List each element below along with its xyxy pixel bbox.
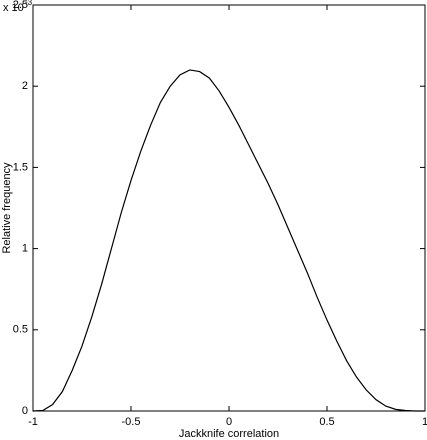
x-tick-label: 0.5: [319, 416, 334, 428]
y-multiplier: x 10: [3, 2, 24, 14]
y-tick-label: 1: [22, 243, 28, 255]
y-tick-label: 1.5: [13, 161, 28, 173]
y-tick-label: 0.5: [13, 324, 28, 336]
plot-frame: [32, 4, 426, 412]
x-tick-label: 0: [226, 416, 232, 428]
y-tick-label: 2: [22, 80, 28, 92]
y-tick-label: 2.5: [13, 0, 28, 11]
x-tick-label: -0.5: [122, 416, 141, 428]
data-line: [32, 69, 425, 412]
y-multiplier-exponent: -3: [25, 0, 33, 7]
x-tick-label: -1: [28, 416, 38, 428]
x-tick-label: 1: [422, 416, 427, 428]
x-axis-label: Jackknife correlation: [179, 428, 279, 440]
y-axis-label: Relative frequency: [1, 162, 13, 254]
y-tick-label: 0: [22, 405, 28, 417]
